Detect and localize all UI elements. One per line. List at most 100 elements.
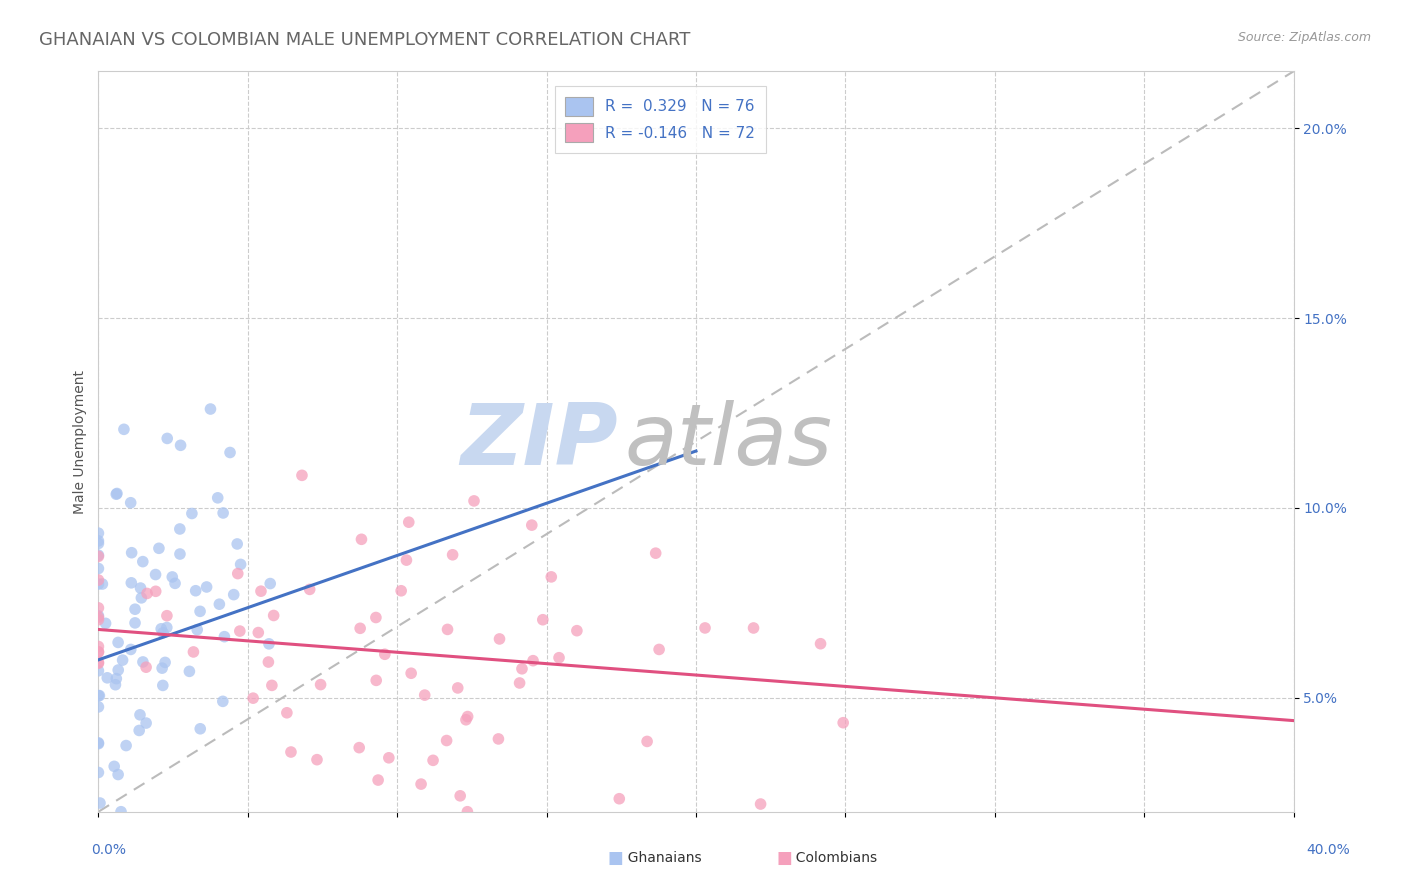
- Point: [111, 653, 134, 667]
- Point: [120, 642, 142, 657]
- Point: [291, 468, 314, 483]
- Point: [454, 713, 477, 727]
- Point: [222, 588, 245, 602]
- Point: [250, 584, 273, 599]
- Point: [409, 777, 432, 791]
- Point: [152, 678, 174, 692]
- Legend: R =  0.329   N = 76, R = -0.146   N = 72: R = 0.329 N = 76, R = -0.146 N = 72: [554, 87, 766, 153]
- Point: [96, 671, 118, 685]
- Point: [94, 616, 117, 631]
- Point: [87, 645, 110, 659]
- Point: [89, 796, 111, 810]
- Point: [150, 661, 173, 675]
- Point: [347, 740, 370, 755]
- Point: [87, 577, 110, 591]
- Point: [121, 546, 143, 560]
- Point: [162, 570, 184, 584]
- Point: [110, 805, 132, 819]
- Point: [87, 736, 110, 750]
- Point: [441, 548, 464, 562]
- Point: [226, 566, 249, 581]
- Point: [522, 654, 544, 668]
- Point: [540, 570, 562, 584]
- Point: [260, 678, 283, 692]
- Point: [87, 645, 110, 659]
- Point: [87, 699, 110, 714]
- Point: [87, 610, 110, 624]
- Point: [195, 580, 218, 594]
- Point: [298, 582, 321, 597]
- Point: [309, 677, 332, 691]
- Point: [156, 432, 179, 446]
- Point: [103, 759, 125, 773]
- Point: [105, 487, 128, 501]
- Point: [112, 422, 135, 436]
- Point: [636, 734, 658, 748]
- Point: [276, 706, 298, 720]
- Point: [87, 640, 110, 654]
- Point: [87, 548, 110, 562]
- Text: GHANAIAN VS COLOMBIAN MALE UNEMPLOYMENT CORRELATION CHART: GHANAIAN VS COLOMBIAN MALE UNEMPLOYMENT …: [39, 31, 690, 49]
- Text: ■: ■: [776, 849, 792, 867]
- Point: [305, 753, 328, 767]
- Point: [87, 573, 110, 587]
- Point: [366, 673, 388, 688]
- Point: [165, 576, 187, 591]
- Point: [87, 656, 110, 670]
- Point: [413, 688, 436, 702]
- Point: [208, 597, 231, 611]
- Point: [648, 642, 671, 657]
- Point: [257, 637, 280, 651]
- Point: [399, 666, 422, 681]
- Point: [148, 541, 170, 556]
- Point: [132, 555, 155, 569]
- Point: [107, 635, 129, 649]
- Point: [153, 656, 176, 670]
- Y-axis label: Male Unemployment: Male Unemployment: [73, 369, 87, 514]
- Point: [226, 537, 249, 551]
- Point: [693, 621, 716, 635]
- Point: [749, 797, 772, 811]
- Point: [263, 608, 285, 623]
- Point: [247, 625, 270, 640]
- Point: [211, 694, 233, 708]
- Point: [104, 678, 127, 692]
- Point: [145, 584, 167, 599]
- Point: [395, 553, 418, 567]
- Point: [520, 518, 543, 533]
- Point: [457, 709, 479, 723]
- Point: [105, 486, 128, 500]
- Point: [259, 576, 281, 591]
- Point: [124, 602, 146, 616]
- Point: [87, 664, 110, 678]
- Text: 40.0%: 40.0%: [1306, 843, 1350, 857]
- Point: [129, 707, 152, 722]
- Point: [87, 526, 110, 541]
- Point: [509, 676, 531, 690]
- Point: [200, 402, 222, 417]
- Point: [456, 805, 478, 819]
- Point: [107, 663, 129, 677]
- Point: [152, 625, 174, 640]
- Point: [350, 533, 373, 547]
- Text: ■: ■: [607, 849, 623, 867]
- Point: [229, 558, 252, 572]
- Point: [135, 660, 157, 674]
- Point: [447, 681, 470, 695]
- Point: [219, 445, 242, 459]
- Point: [607, 791, 630, 805]
- Point: [87, 533, 110, 548]
- Text: 0.0%: 0.0%: [91, 843, 127, 857]
- Point: [488, 731, 510, 746]
- Point: [87, 536, 110, 550]
- Point: [169, 547, 191, 561]
- Point: [436, 623, 458, 637]
- Point: [169, 438, 191, 452]
- Point: [156, 620, 179, 634]
- Point: [463, 494, 485, 508]
- Text: ZIP: ZIP: [461, 400, 619, 483]
- Point: [186, 623, 208, 637]
- Point: [188, 722, 211, 736]
- Point: [156, 608, 179, 623]
- Point: [188, 604, 211, 618]
